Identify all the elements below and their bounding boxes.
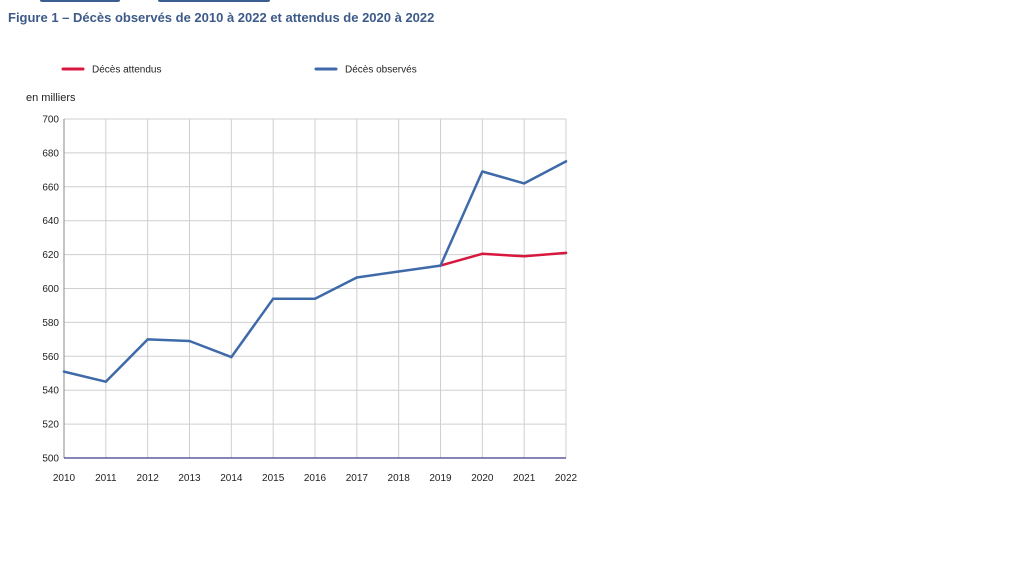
data-point-observed [564, 160, 568, 163]
x-tick-label: 2014 [220, 473, 243, 484]
data-point-observed [230, 355, 233, 359]
axes [63, 119, 566, 459]
x-tick-label: 2021 [513, 473, 536, 484]
figure-title: Figure 1 – Décès observés de 2010 à 2022… [8, 10, 435, 25]
data-point-observed [271, 297, 275, 300]
data-point-observed [439, 264, 442, 267]
data-point-observed [104, 380, 108, 383]
x-tick-label: 2019 [429, 473, 452, 484]
data-point-observed [188, 339, 191, 343]
x-tick-label: 2016 [304, 473, 327, 484]
legend-label-expected: Décès attendus [92, 65, 162, 76]
legend: Décès attendus Décès observés [61, 65, 417, 76]
x-tick-label: 2012 [137, 473, 160, 484]
x-axis-tick-labels: 2010 2011 2012 2013 2014 2015 2016 2017 2018 2019… [53, 473, 578, 484]
x-tick-label: 2022 [555, 473, 578, 484]
data-point-observed [62, 370, 66, 373]
data-point-observed [355, 276, 359, 279]
y-axis-unit-label: en milliers [26, 92, 76, 104]
data-point-observed [313, 297, 317, 300]
data-point-expected [564, 251, 568, 255]
y-tick-label: 620 [42, 250, 59, 261]
y-tick-label: 540 [42, 386, 59, 397]
y-tick-label: 640 [42, 216, 59, 227]
y-tick-label: 500 [42, 454, 59, 465]
x-tick-label: 2017 [346, 473, 369, 484]
y-axis-tick-labels: 500 520 540 560 580 600 620 640 660 680 700 [42, 115, 59, 465]
data-point-observed [397, 270, 400, 273]
x-tick-label: 2015 [262, 473, 285, 484]
y-tick-label: 700 [42, 115, 59, 126]
data-point-observed [146, 338, 149, 341]
y-tick-label: 600 [42, 284, 59, 295]
series-line-expected [439, 251, 568, 267]
data-point-expected [522, 255, 526, 258]
data-point-observed [522, 182, 526, 185]
y-tick-label: 660 [42, 182, 59, 193]
data-point-observed [481, 170, 484, 173]
y-tick-label: 680 [42, 148, 59, 159]
series-lines [62, 160, 568, 383]
top-tab-decoration [0, 0, 616, 3]
y-tick-label: 520 [42, 420, 59, 431]
x-tick-label: 2011 [95, 473, 117, 484]
y-tick-label: 580 [42, 318, 59, 329]
x-tick-label: 2013 [178, 473, 201, 484]
tab-indicator-left [40, 0, 120, 2]
tab-indicator-right [158, 0, 270, 2]
data-point-expected [481, 252, 484, 255]
legend-label-observed: Décès observés [345, 65, 417, 76]
grid [64, 118, 567, 458]
x-tick-label: 2010 [53, 473, 76, 484]
y-tick-label: 560 [42, 352, 59, 363]
x-tick-label: 2018 [388, 473, 411, 484]
x-tick-label: 2020 [471, 473, 494, 484]
